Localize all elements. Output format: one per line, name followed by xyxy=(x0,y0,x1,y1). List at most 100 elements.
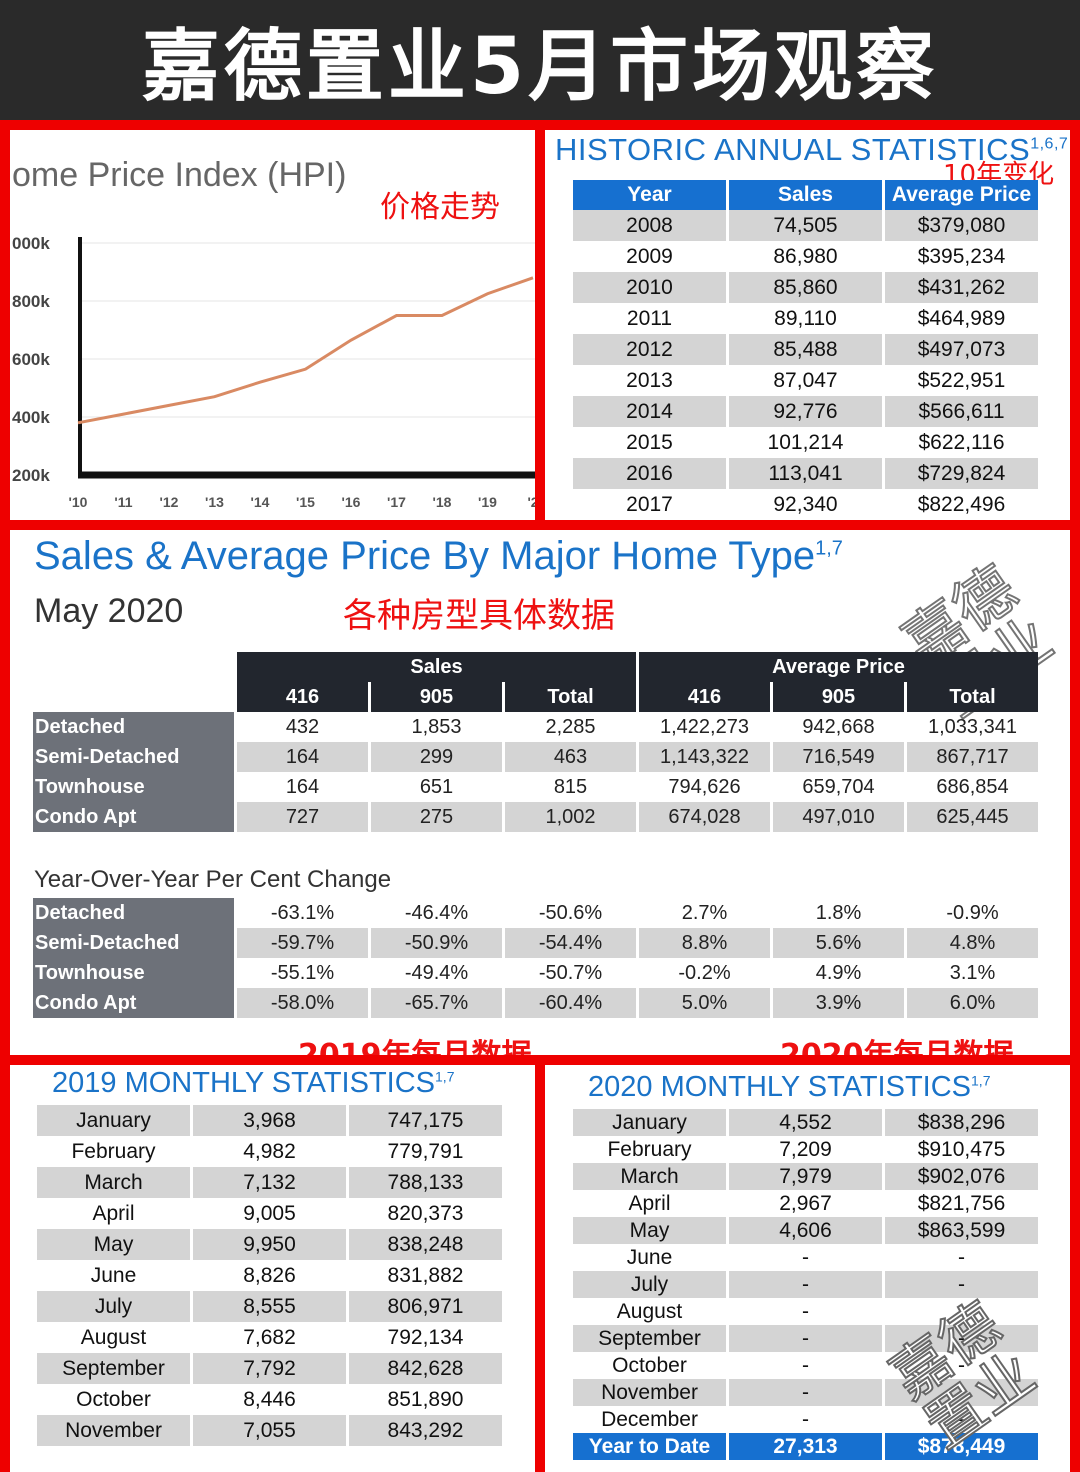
table-cell: 1.8% xyxy=(815,901,862,924)
table-cell: 659,704 xyxy=(802,775,875,798)
table-row: October - - xyxy=(573,1352,1038,1379)
table-cell: October xyxy=(612,1353,687,1377)
table-cell: June xyxy=(626,1245,673,1269)
table-cell: $622,116 xyxy=(918,430,1005,454)
table-cell: $566,611 xyxy=(885,396,1038,427)
table-cell: $522,951 xyxy=(917,368,1006,392)
table-cell: - xyxy=(958,1245,965,1269)
table-cell: -59.7% xyxy=(237,928,368,958)
table-row: 2009 86,980 $395,234 xyxy=(573,241,1038,272)
x-tick-label: '18 xyxy=(433,494,452,510)
table-row: November 7,055 843,292 xyxy=(37,1415,502,1446)
table-cell: - xyxy=(802,1299,809,1323)
table-cell: January xyxy=(573,1109,726,1136)
table-cell: November xyxy=(573,1379,726,1406)
table-cell: 1,853 xyxy=(411,715,462,738)
table-cell: - xyxy=(729,1379,882,1406)
table-cell: 820,373 xyxy=(387,1201,464,1225)
table-cell: - xyxy=(729,1325,882,1352)
table-cell: 8,826 xyxy=(243,1263,296,1287)
table-cell: 2010 xyxy=(573,272,726,303)
table-cell: 497,010 xyxy=(773,802,904,832)
table-cell: 7,209 xyxy=(779,1137,832,1161)
table-cell: -58.0% xyxy=(237,988,368,1018)
table-cell: - xyxy=(802,1245,809,1269)
table-cell: 2,967 xyxy=(779,1191,832,1215)
table-cell: 4,982 xyxy=(243,1139,296,1163)
table-row: July - - xyxy=(573,1271,1038,1298)
table-cell: March xyxy=(573,1163,726,1190)
table-row: 2010 85,860 $431,262 xyxy=(573,272,1038,303)
table-cell: April xyxy=(628,1191,671,1215)
home-type-note: 各种房型具体数据 xyxy=(343,596,615,636)
table-cell: 5.6% xyxy=(773,928,904,958)
table-cell: -60.4% xyxy=(505,988,636,1018)
column-header: Year xyxy=(573,180,726,210)
table-cell: $431,262 xyxy=(885,272,1038,303)
home-type-panel: Sales & Average Price By Major Home Type… xyxy=(0,520,1080,1065)
monthly-2020-table: January 4,552 $838,296 February 7,209 $910,47… xyxy=(570,1109,1041,1460)
table-cell: -50.9% xyxy=(371,928,502,958)
hpi-line-chart: 200k 400k 600k 800k 000k '10 '11 '12 '13 '14 '15 '1… xyxy=(12,234,535,510)
row-label: Detached xyxy=(33,898,234,928)
table-cell: -0.2% xyxy=(678,961,731,984)
table-cell: 164 xyxy=(285,775,320,798)
table-row: August - - xyxy=(573,1298,1038,1325)
table-row: 2011 89,110 $464,989 xyxy=(573,303,1038,334)
monthly-2019-panel: 2019 MONTHLY STATISTICS1,7 January 3,968 7… xyxy=(0,1055,545,1472)
table-cell: $878,449 xyxy=(885,1433,1038,1460)
table-cell: 1,033,341 xyxy=(928,715,1017,738)
table-cell: 1,422,273 xyxy=(660,715,749,738)
table-cell: April xyxy=(92,1201,135,1225)
table-cell: 806,971 xyxy=(349,1291,502,1322)
table-row: February 4,982 779,791 xyxy=(37,1136,502,1167)
table-row: 2014 92,776 $566,611 xyxy=(573,396,1038,427)
table-cell: -54.4% xyxy=(505,928,636,958)
table-cell: May xyxy=(573,1217,726,1244)
table-cell: 2013 xyxy=(626,368,673,392)
table-cell: 4.9% xyxy=(815,961,862,984)
x-tick-label: '2 xyxy=(527,494,535,510)
y-tick-label: 200k xyxy=(12,466,50,485)
table-row: June - - xyxy=(573,1244,1038,1271)
column-header: 416 xyxy=(639,682,770,712)
table-row: 2008 74,505 $379,080 xyxy=(573,210,1038,241)
x-tick-label: '10 xyxy=(69,494,88,510)
table-cell: 2008 xyxy=(573,210,726,241)
table-cell: 3.9% xyxy=(773,988,904,1018)
table-cell: 27,313 xyxy=(729,1433,882,1460)
table-cell: 747,175 xyxy=(349,1105,502,1136)
table-cell: - xyxy=(885,1379,1038,1406)
table-row: Semi-Detached 164 299 463 1,143,322 716,549 86… xyxy=(33,742,1038,772)
table-cell: 831,882 xyxy=(387,1263,464,1287)
table-row: March 7,979 $902,076 xyxy=(573,1163,1038,1190)
table-cell: 9,005 xyxy=(243,1201,296,1225)
table-cell: 1,143,322 xyxy=(639,742,770,772)
table-cell: 85,488 xyxy=(729,334,882,365)
table-cell: - xyxy=(958,1353,965,1377)
table-cell: 788,133 xyxy=(349,1167,502,1198)
table-cell: $464,989 xyxy=(917,306,1006,330)
table-cell: 2012 xyxy=(573,334,726,365)
column-header: Average Price xyxy=(885,180,1038,210)
table-cell: 8,555 xyxy=(193,1291,346,1322)
table-row: February 7,209 $910,475 xyxy=(573,1136,1038,1163)
table-cell: 113,041 xyxy=(729,458,882,489)
table-cell: 2017 xyxy=(626,492,673,516)
table-row: September - - xyxy=(573,1325,1038,1352)
table-cell: January xyxy=(37,1105,190,1136)
table-cell: 463 xyxy=(505,742,636,772)
table-cell: 9,950 xyxy=(193,1229,346,1260)
table-cell: 4,606 xyxy=(729,1217,882,1244)
table-cell: $395,234 xyxy=(917,244,1006,268)
table-cell: -50.6% xyxy=(538,901,603,924)
table-cell: 164 xyxy=(237,742,368,772)
table-cell: 625,445 xyxy=(907,802,1038,832)
column-header: 416 xyxy=(237,682,368,712)
table-row: Detached 432 1,853 2,285 1,422,273 942,668 1,0… xyxy=(33,712,1038,742)
monthly-2020-title: 2020 MONTHLY STATISTICS1,7 xyxy=(588,1071,991,1103)
table-row: July 8,555 806,971 xyxy=(37,1291,502,1322)
sales-group-header: Sales xyxy=(237,652,636,682)
table-cell: 432 xyxy=(285,715,320,738)
table-cell: 7,979 xyxy=(729,1163,882,1190)
